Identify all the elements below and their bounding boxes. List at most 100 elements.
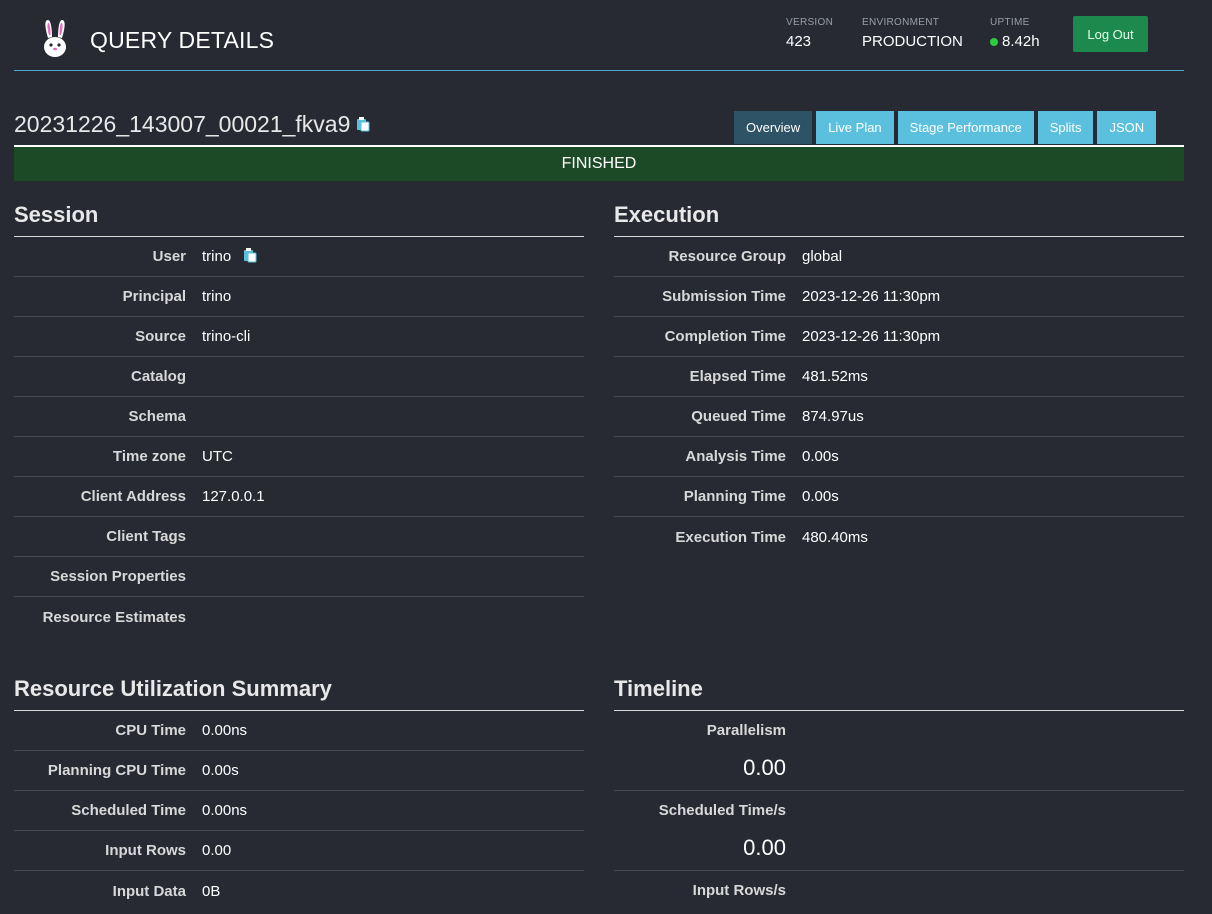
- session-row-schema: Schema: [14, 397, 584, 437]
- tab-overview[interactable]: Overview: [734, 111, 813, 144]
- query-id-text: 20231226_143007_00021_fkva9: [14, 111, 351, 137]
- uptime-label: UPTIME: [990, 17, 1030, 28]
- execution-row-elapsed-time: Elapsed Time 481.52ms: [614, 357, 1184, 397]
- session-heading: Session: [14, 199, 584, 237]
- timeline-row-input-rows-per-sec: Input Rows/s: [614, 871, 1184, 914]
- execution-panel: Execution Resource Group global Submissio…: [614, 199, 1184, 557]
- row-value: 0.00s: [802, 448, 839, 465]
- row-value: global: [802, 248, 843, 265]
- row-key: Queued Time: [691, 408, 786, 425]
- execution-row-submission-time: Submission Time 2023-12-26 11:30pm: [614, 277, 1184, 317]
- execution-row-planning-time: Planning Time 0.00s: [614, 477, 1184, 517]
- row-key: CPU Time: [115, 722, 186, 739]
- resource-row-scheduled-time: Scheduled Time 0.00ns: [14, 791, 584, 831]
- execution-row-execution-time: Execution Time 480.40ms: [614, 517, 1184, 557]
- row-value: 874.97us: [802, 408, 864, 425]
- row-value: 0.00ns: [202, 722, 248, 739]
- row-value: 2023-12-26 11:30pm: [802, 328, 941, 345]
- resource-row-input-data: Input Data 0B: [14, 871, 584, 911]
- resource-row-input-rows: Input Rows 0.00: [14, 831, 584, 871]
- row-value: 127.0.0.1: [202, 488, 265, 505]
- row-value: trino-cli: [202, 328, 251, 345]
- session-row-resource-estimates: Resource Estimates: [14, 597, 584, 637]
- timeline-heading: Timeline: [614, 673, 1184, 711]
- row-value: 0.00: [743, 755, 786, 780]
- row-value: trino: [202, 247, 257, 267]
- environment-value: PRODUCTION: [862, 33, 963, 50]
- timeline-row-scheduled-time-per-sec: Scheduled Time/s 0.00: [614, 791, 1184, 871]
- row-value: UTC: [202, 448, 233, 465]
- version-info: VERSION 423: [786, 17, 833, 50]
- resource-utilization-heading: Resource Utilization Summary: [14, 673, 584, 711]
- execution-heading: Execution: [614, 199, 1184, 237]
- logout-button[interactable]: Log Out: [1073, 16, 1148, 52]
- session-panel: Session User trino Principal trino Source…: [14, 199, 584, 637]
- status-online-icon: [990, 37, 998, 46]
- tab-splits[interactable]: Splits: [1037, 111, 1094, 144]
- timeline-panel: Timeline Parallelism 0.00 Scheduled Time…: [614, 673, 1184, 914]
- page-title: QUERY DETAILS: [90, 27, 275, 53]
- resource-row-cpu-time: CPU Time 0.00ns: [14, 711, 584, 751]
- execution-row-analysis-time: Analysis Time 0.00s: [614, 437, 1184, 477]
- trino-bunny-logo-icon: [40, 18, 70, 58]
- uptime-value: 8.42h: [1002, 33, 1040, 50]
- environment-info: ENVIRONMENT PRODUCTION: [862, 17, 963, 50]
- row-key: Elapsed Time: [689, 368, 786, 385]
- tab-live-plan[interactable]: Live Plan: [816, 111, 894, 144]
- uptime-row: 8.42h: [990, 33, 1040, 50]
- session-row-source: Source trino-cli: [14, 317, 584, 357]
- row-value: 0.00s: [802, 488, 839, 505]
- row-key: Input Rows/s: [692, 882, 786, 899]
- tab-json[interactable]: JSON: [1097, 111, 1157, 144]
- query-state-bar: FINISHED: [14, 145, 1184, 181]
- row-value: 481.52ms: [802, 368, 868, 385]
- row-key: Execution Time: [675, 528, 786, 546]
- row-key: Session Properties: [50, 568, 186, 585]
- row-value: 2023-12-26 11:30pm: [802, 288, 941, 305]
- row-key: Catalog: [130, 368, 186, 385]
- user-value: trino: [202, 248, 232, 265]
- row-key: Source: [135, 328, 186, 345]
- copy-clipboard-icon[interactable]: [356, 111, 370, 138]
- tab-stage-performance[interactable]: Stage Performance: [897, 111, 1034, 144]
- row-value: 0.00ns: [202, 802, 248, 819]
- row-key: Planning Time: [683, 488, 786, 505]
- session-row-user: User trino: [14, 237, 584, 277]
- environment-label: ENVIRONMENT: [862, 17, 940, 28]
- row-key: Schema: [128, 408, 186, 425]
- session-row-client-address: Client Address 127.0.0.1: [14, 477, 584, 517]
- row-key: Parallelism: [706, 722, 786, 739]
- session-row-session-properties: Session Properties: [14, 557, 584, 597]
- row-key: Principal: [122, 288, 186, 305]
- row-value: 0.00: [202, 842, 232, 859]
- copy-clipboard-icon[interactable]: [243, 247, 257, 267]
- execution-row-queued-time: Queued Time 874.97us: [614, 397, 1184, 437]
- row-key: Resource Group: [668, 248, 786, 265]
- row-value: 480.40ms: [802, 528, 868, 546]
- session-row-principal: Principal trino: [14, 277, 584, 317]
- row-key: Resource Estimates: [42, 608, 186, 626]
- row-key: Time zone: [112, 448, 186, 465]
- query-tabs: Overview Live Plan Stage Performance Spl…: [734, 111, 1157, 144]
- execution-row-resource-group: Resource Group global: [614, 237, 1184, 277]
- row-value: 0.00: [743, 835, 786, 860]
- session-row-catalog: Catalog: [14, 357, 584, 397]
- row-key: Completion Time: [664, 328, 786, 345]
- row-key: Planning CPU Time: [47, 762, 186, 779]
- row-value: 0B: [202, 882, 221, 900]
- row-key: Scheduled Time/s: [658, 802, 786, 819]
- row-value: 0.00s: [202, 762, 239, 779]
- session-row-time-zone: Time zone UTC: [14, 437, 584, 477]
- row-key: Submission Time: [662, 288, 786, 305]
- row-key: Analysis Time: [685, 448, 786, 465]
- row-value: trino: [202, 288, 232, 305]
- row-key: Input Data: [112, 882, 186, 900]
- top-header: QUERY DETAILS VERSION 423 ENVIRONMENT PR…: [14, 0, 1184, 71]
- row-key: Input Rows: [105, 842, 186, 859]
- query-id-heading: 20231226_143007_00021_fkva9: [14, 111, 370, 138]
- resource-utilization-panel: Resource Utilization Summary CPU Time 0.0…: [14, 673, 584, 911]
- row-key: User: [152, 248, 186, 265]
- version-label: VERSION: [786, 17, 834, 28]
- resource-row-planning-cpu-time: Planning CPU Time 0.00s: [14, 751, 584, 791]
- row-key: Scheduled Time: [71, 802, 186, 819]
